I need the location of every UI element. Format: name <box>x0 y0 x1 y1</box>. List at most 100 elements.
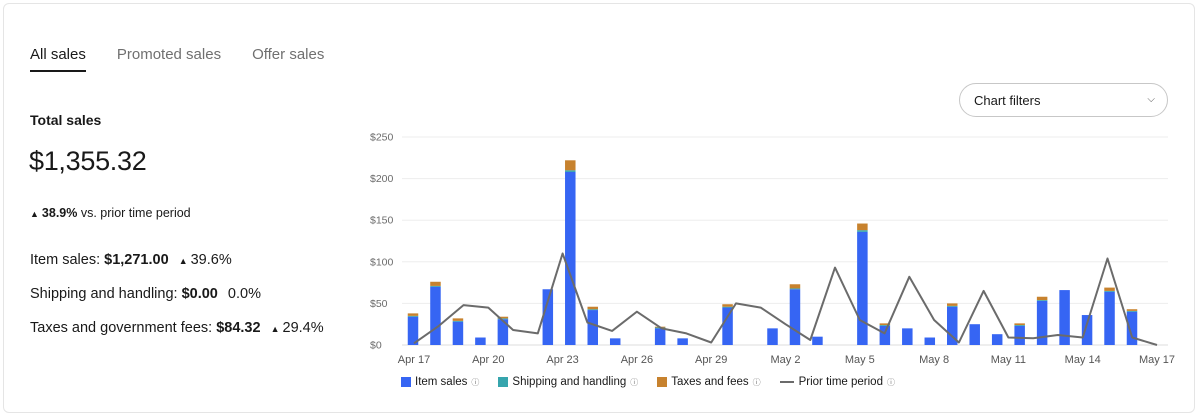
up-triangle-icon: ▲ <box>270 324 280 334</box>
legend-item-shipping[interactable]: Shipping and handling ⓘ <box>498 376 638 388</box>
bar-item-sales <box>475 337 486 345</box>
bar-taxes-and-fees <box>587 306 598 310</box>
bar-item-sales <box>857 231 868 345</box>
x-tick-label: Apr 26 <box>621 354 653 366</box>
info-icon[interactable]: ⓘ <box>630 377 639 387</box>
breakdown-change: 29.4% <box>282 320 324 336</box>
bar-item-sales <box>812 336 823 345</box>
bar-item-sales <box>1104 291 1115 345</box>
bar-taxes-and-fees <box>1014 323 1025 326</box>
y-tick-label: $50 <box>370 298 388 310</box>
x-tick-label: Apr 29 <box>695 354 727 366</box>
bar-item-sales <box>677 338 688 345</box>
bar-taxes-and-fees <box>407 313 419 316</box>
legend-swatch <box>498 377 509 387</box>
bar-taxes-and-fees <box>857 223 868 231</box>
bar-shipping-and-handling <box>947 305 958 307</box>
legend-label: Taxes and fees <box>671 376 749 388</box>
breakdown-label: Taxes and government fees: <box>30 320 213 336</box>
up-triangle-icon: ▲ <box>178 256 188 266</box>
bar-taxes-and-fees <box>1126 309 1138 311</box>
bar-shipping-and-handling <box>857 230 868 232</box>
bar-item-sales <box>924 337 936 345</box>
info-icon[interactable]: ⓘ <box>471 377 480 387</box>
bar-item-sales <box>1059 290 1070 345</box>
legend-item-prior[interactable]: Prior time period ⓘ <box>779 376 895 388</box>
bar-item-sales <box>407 316 419 345</box>
bar-shipping-and-handling <box>497 318 509 320</box>
y-tick-label: $250 <box>370 132 394 144</box>
legend-item-taxes[interactable]: Taxes and fees ⓘ <box>657 376 761 388</box>
bar-taxes-and-fees <box>789 284 801 289</box>
breakdown-label: Item sales: <box>30 252 101 268</box>
x-tick-label: Apr 23 <box>546 354 578 366</box>
bar-item-sales <box>430 286 441 345</box>
bar-item-sales <box>565 171 576 345</box>
breakdown-label: Shipping and handling: <box>30 286 178 302</box>
bar-shipping-and-handling <box>407 315 419 317</box>
y-tick-label: $150 <box>370 215 394 227</box>
tab-offer-sales[interactable]: Offer sales <box>252 46 325 63</box>
sales-tabs: All sales Promoted sales Offer sales <box>30 46 325 72</box>
legend-line-swatch <box>779 381 794 383</box>
bar-shipping-and-handling <box>452 320 464 322</box>
bar-shipping-and-handling <box>1104 290 1115 292</box>
tab-promoted-sales[interactable]: Promoted sales <box>116 46 222 63</box>
bar-taxes-and-fees <box>565 160 576 171</box>
breakdown-change: 0.0% <box>227 286 261 302</box>
breakdown-value: $0.00 <box>181 286 218 302</box>
total-sales-label: Total sales <box>30 112 102 128</box>
legend-item-sales[interactable]: Item sales ⓘ <box>401 376 479 388</box>
bar-taxes-and-fees <box>430 281 441 286</box>
total-change: ▲ 38.9% vs. prior time period <box>30 206 191 220</box>
breakdown-change: 39.6% <box>190 252 232 268</box>
x-tick-label: May 11 <box>991 354 1026 366</box>
bar-item-sales <box>902 328 913 345</box>
bar-taxes-and-fees <box>722 304 733 307</box>
chart-filters-label: Chart filters <box>974 93 1041 108</box>
bar-item-sales <box>1036 300 1048 345</box>
x-tick-label: May 5 <box>845 354 875 366</box>
prior-period-line <box>413 252 1158 346</box>
chart-filters-dropdown[interactable]: Chart filters ⌵ <box>959 83 1168 117</box>
chart-legend: Item sales ⓘ Shipping and handling ⓘ Taxes… <box>401 376 895 388</box>
bar-taxes-and-fees <box>497 316 509 319</box>
bar-item-sales <box>1081 315 1093 345</box>
bar-item-sales <box>991 334 1003 345</box>
x-tick-label: May 17 <box>1139 354 1175 366</box>
x-tick-label: May 14 <box>1065 354 1101 366</box>
bar-shipping-and-handling <box>879 325 891 326</box>
x-tick-label: May 8 <box>919 354 949 366</box>
bar-taxes-and-fees <box>879 323 891 326</box>
breakdown-taxes: Taxes and government fees: $84.32 ▲ 29.4% <box>30 320 324 336</box>
bar-taxes-and-fees <box>1036 296 1048 301</box>
tab-all-sales[interactable]: All sales <box>30 46 86 72</box>
legend-label: Prior time period <box>798 376 883 388</box>
breakdown-value: $84.32 <box>216 320 261 336</box>
bar-shipping-and-handling <box>587 309 598 311</box>
x-tick-label: May 2 <box>771 354 801 366</box>
bar-item-sales <box>767 328 778 345</box>
bar-item-sales <box>609 338 621 345</box>
chevron-down-icon: ⌵ <box>1147 94 1155 105</box>
bar-shipping-and-handling <box>1036 300 1048 301</box>
info-icon[interactable]: ⓘ <box>752 377 761 387</box>
bar-taxes-and-fees <box>947 303 958 306</box>
bar-taxes-and-fees <box>452 318 464 321</box>
bar-shipping-and-handling <box>1014 325 1025 326</box>
y-tick-label: $200 <box>370 173 394 185</box>
legend-swatch <box>401 377 411 387</box>
bar-item-sales <box>654 328 666 345</box>
bar-item-sales <box>789 289 801 345</box>
bar-shipping-and-handling <box>1126 310 1138 312</box>
bar-item-sales <box>542 289 554 345</box>
bar-shipping-and-handling <box>565 170 576 172</box>
total-sales-value: $1,355.32 <box>29 146 147 176</box>
y-tick-label: $100 <box>370 256 394 268</box>
bar-item-sales <box>969 324 980 345</box>
legend-label: Item sales <box>415 376 468 388</box>
info-icon[interactable]: ⓘ <box>886 377 895 387</box>
total-change-value: 38.9% <box>41 206 78 220</box>
bar-item-sales <box>452 321 464 345</box>
